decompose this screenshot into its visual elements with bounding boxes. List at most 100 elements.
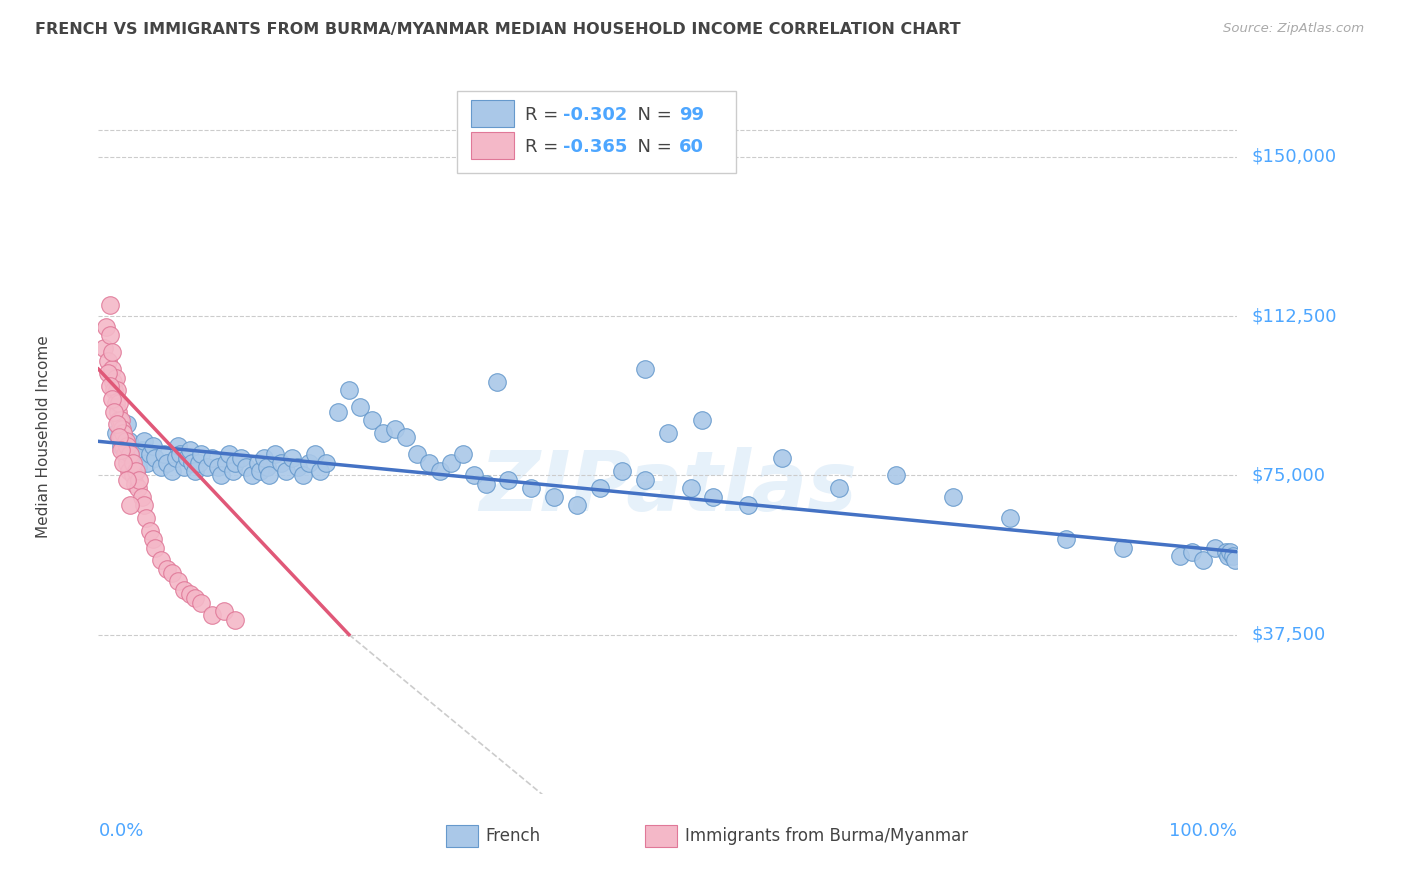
Point: [246, 456, 269, 470]
Point: [173, 582, 195, 597]
Point: [942, 490, 965, 504]
Point: [169, 447, 191, 461]
Point: [153, 447, 176, 461]
Point: [145, 541, 167, 555]
Point: [110, 430, 132, 444]
Point: [326, 404, 349, 418]
Point: [565, 498, 588, 512]
Point: [737, 498, 759, 512]
Text: R =: R =: [526, 105, 564, 123]
Point: [136, 456, 159, 470]
Text: FRENCH VS IMMIGRANTS FROM BURMA/MYANMAR MEDIAN HOUSEHOLD INCOME CORRELATION CHAR: FRENCH VS IMMIGRANTS FROM BURMA/MYANMAR …: [35, 22, 960, 37]
Point: [131, 442, 153, 457]
Point: [1112, 541, 1135, 555]
Point: [235, 459, 257, 474]
Point: [120, 498, 142, 512]
Point: [276, 464, 298, 478]
Bar: [471, 100, 515, 128]
Point: [1181, 545, 1204, 559]
Point: [101, 362, 124, 376]
Point: [371, 425, 394, 440]
Text: $112,500: $112,500: [1251, 307, 1337, 325]
Point: [679, 481, 702, 495]
Point: [1219, 545, 1241, 559]
Point: [138, 447, 160, 461]
Point: [108, 413, 131, 427]
Point: [215, 456, 238, 470]
Point: [828, 481, 851, 495]
Point: [309, 464, 332, 478]
Point: [201, 608, 224, 623]
Point: [1054, 532, 1078, 546]
Point: [132, 434, 155, 449]
Point: [429, 464, 451, 478]
Point: [418, 456, 440, 470]
Point: [298, 456, 321, 470]
Point: [167, 574, 190, 589]
Point: [498, 473, 520, 487]
Point: [229, 451, 252, 466]
Point: [115, 417, 138, 432]
Point: [118, 464, 141, 478]
Point: [96, 319, 118, 334]
Bar: [446, 824, 478, 847]
Point: [463, 468, 485, 483]
Point: [114, 447, 136, 461]
Point: [224, 613, 246, 627]
Point: [240, 468, 263, 483]
Point: [142, 532, 165, 546]
Point: [1170, 549, 1192, 563]
Point: [127, 481, 149, 495]
Point: [110, 439, 132, 453]
Point: [270, 456, 292, 470]
Point: [104, 425, 127, 440]
Point: [105, 417, 128, 432]
Text: N =: N =: [626, 137, 678, 155]
Point: [121, 468, 143, 483]
Point: [395, 430, 418, 444]
Point: [124, 451, 146, 466]
Point: [112, 425, 135, 440]
Point: [138, 524, 160, 538]
Point: [249, 464, 271, 478]
Point: [543, 490, 565, 504]
Text: $75,000: $75,000: [1251, 467, 1326, 484]
Point: [315, 456, 337, 470]
Text: ZIPatlas: ZIPatlas: [479, 447, 856, 527]
Point: [96, 353, 118, 368]
Text: R =: R =: [526, 137, 564, 155]
Point: [1223, 553, 1246, 567]
Point: [406, 447, 429, 461]
Text: Immigrants from Burma/Myanmar: Immigrants from Burma/Myanmar: [685, 827, 969, 845]
Point: [304, 447, 326, 461]
Point: [125, 464, 148, 478]
Point: [190, 447, 212, 461]
Point: [212, 604, 235, 618]
Point: [252, 451, 274, 466]
Point: [1192, 553, 1215, 567]
Point: [690, 413, 713, 427]
Point: [187, 456, 209, 470]
Point: [108, 421, 131, 435]
Point: [162, 566, 184, 580]
Point: [167, 439, 190, 453]
Point: [224, 456, 246, 470]
Text: French: French: [485, 827, 541, 845]
Point: [121, 456, 143, 470]
Point: [112, 430, 135, 444]
Point: [96, 367, 118, 381]
Point: [120, 447, 142, 461]
Point: [451, 447, 474, 461]
Point: [150, 553, 173, 567]
Point: [222, 464, 245, 478]
Point: [180, 456, 202, 470]
Point: [110, 413, 132, 427]
Point: [184, 464, 207, 478]
Point: [107, 404, 129, 418]
Bar: [471, 132, 515, 160]
Point: [634, 362, 657, 376]
Point: [184, 591, 207, 606]
Point: [384, 421, 406, 435]
Point: [121, 447, 143, 461]
Point: [98, 328, 121, 343]
